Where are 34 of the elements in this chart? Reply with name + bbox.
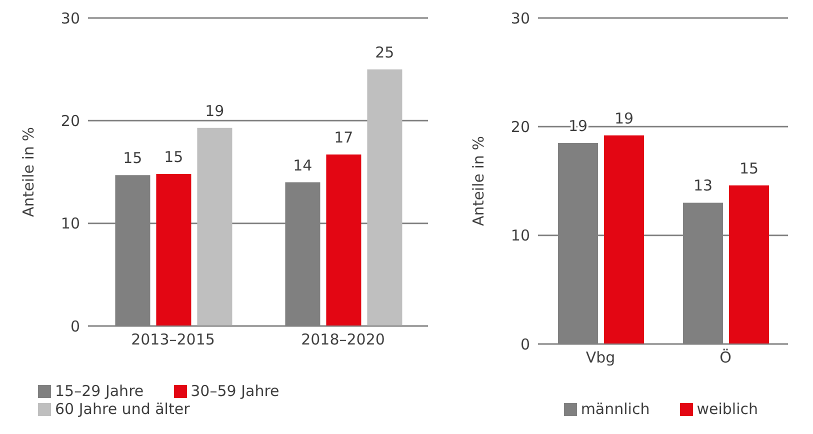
y-tick-label: 20 [510, 118, 530, 136]
bar [367, 69, 402, 326]
y-tick-label: 30 [60, 9, 80, 28]
data-label: 15 [164, 148, 184, 166]
legend-label: 15–29 Jahre [55, 382, 144, 400]
y-tick-label: 0 [70, 317, 80, 336]
data-label: 14 [293, 156, 312, 174]
x-tick-label: Ö [720, 348, 732, 367]
bar [729, 185, 769, 344]
y-tick-label: 0 [520, 335, 530, 354]
legend-label: 60 Jahre und älter [55, 400, 190, 418]
legend-label: männlich [580, 400, 650, 418]
y-axis-title: Anteile in % [19, 127, 38, 217]
bar [197, 128, 232, 326]
data-label: 13 [693, 176, 713, 195]
bar [604, 135, 644, 344]
y-tick-label: 10 [60, 214, 80, 233]
y-tick-label: 30 [510, 9, 530, 28]
data-label: 17 [334, 128, 354, 147]
y-tick-label: 20 [60, 112, 80, 130]
y-axis-title: Anteile in % [469, 136, 488, 226]
x-tick-label: 2018–2020 [301, 330, 385, 349]
legend-label: weiblich [696, 400, 758, 418]
data-label: 25 [375, 43, 394, 62]
data-label: 19 [205, 102, 224, 120]
x-tick-label: Vbg [586, 348, 616, 367]
y-tick-label: 10 [510, 226, 530, 245]
data-label: 15 [123, 149, 142, 168]
data-label: 19 [614, 109, 634, 128]
legend-label: 30–59 Jahre [190, 382, 280, 400]
data-label: 15 [739, 159, 759, 178]
bar [326, 154, 362, 326]
x-tick-label: 2013–2015 [131, 330, 215, 349]
bar [156, 174, 192, 326]
